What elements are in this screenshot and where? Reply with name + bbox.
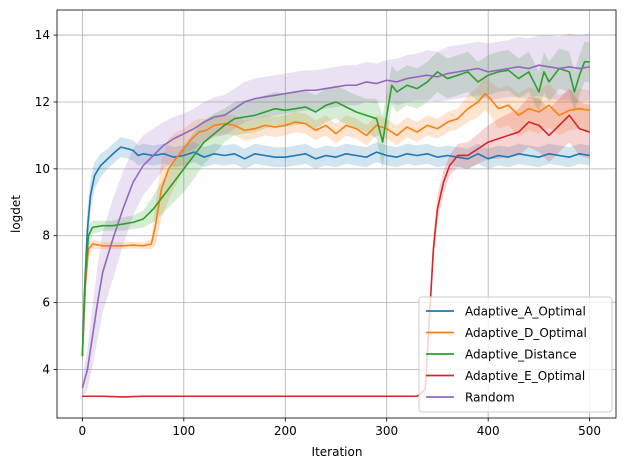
legend-label: Random [465,391,515,405]
y-tick-label: 10 [35,162,50,176]
band-Adaptive_E_Optimal [82,88,590,398]
y-axis-label: logdet [9,195,23,233]
band-Adaptive_Distance [82,41,590,363]
legend-label: Adaptive_Distance [465,348,577,362]
x-tick-label: 0 [79,424,87,438]
x-tick-label: 400 [477,424,500,438]
plot-frame [56,9,617,419]
x-tick-label: 200 [274,424,297,438]
x-tick-label: 300 [375,424,398,438]
legend-label: Adaptive_D_Optimal [465,326,587,340]
axis-ticks: 0 100 200 300 400 500 4 6 8 10 12 14 [35,28,601,438]
band-Adaptive_A_Optimal [82,137,590,365]
legend-label: Adaptive_E_Optimal [465,369,585,383]
line-Adaptive_E_Optimal [82,114,590,398]
x-tick-label: 100 [172,424,195,438]
line-Random [81,64,590,389]
series-lines [81,61,590,398]
line-Adaptive_A_Optimal [81,146,590,357]
y-tick-label: 8 [42,229,50,243]
band-Random [82,33,590,398]
y-tick-label: 14 [35,28,50,42]
legend-frame [418,296,613,413]
y-tick-label: 6 [42,296,50,310]
legend-label: Adaptive_A_Optimal [465,305,586,319]
legend: Adaptive_A_Optimal Adaptive_D_Optimal Adap… [418,296,613,413]
x-tick-label: 500 [578,424,601,438]
line-Adaptive_Distance [81,61,590,357]
y-tick-label: 4 [42,363,50,377]
x-axis-label: Iteration [312,445,363,459]
line-Adaptive_D_Optimal [81,92,590,357]
y-tick-label: 12 [35,95,50,109]
